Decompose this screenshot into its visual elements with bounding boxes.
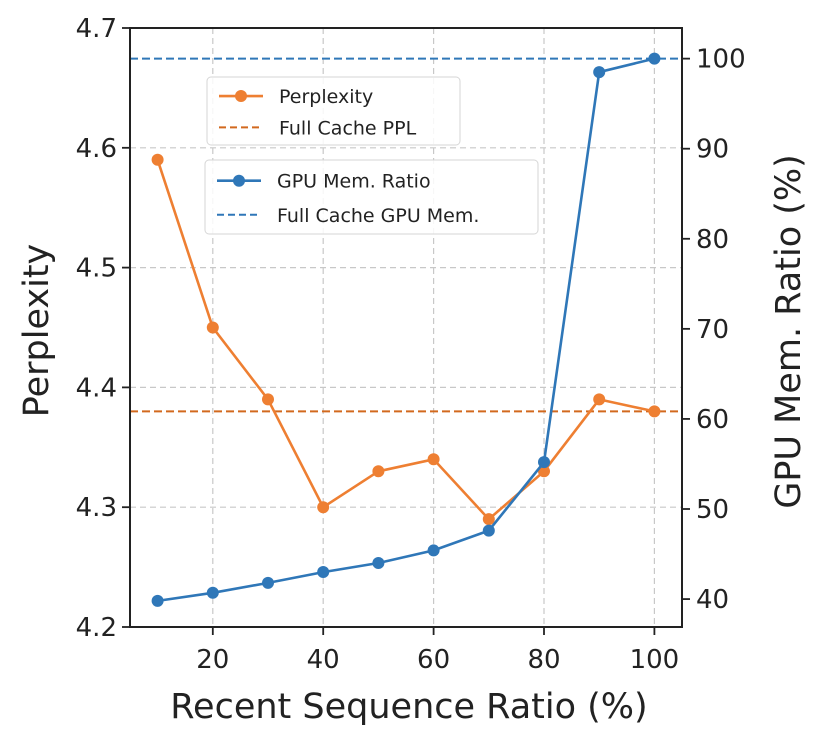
- y-left-tick-label: 4.4: [76, 373, 117, 403]
- gpu-mem-ratio-line: [157, 57, 655, 603]
- y-right-tick-label: 50: [696, 495, 729, 525]
- legend-label: Full Cache GPU Mem.: [277, 205, 479, 227]
- y-right-tick-label: 80: [696, 225, 729, 255]
- gpu-mem-ratio-point: [538, 456, 550, 469]
- gpu-mem-ratio-point: [482, 524, 495, 537]
- y-right-tick-label: 90: [696, 135, 729, 165]
- y-left-tick-label: 4.7: [76, 14, 117, 44]
- legend-gpu-memory: GPU Mem. Ratio Full Cache GPU Mem.: [204, 159, 539, 235]
- legend-box: [206, 76, 461, 146]
- legend-gpu-ratio-marker-icon: [233, 174, 245, 187]
- gpu-mem-ratio-point: [648, 52, 661, 65]
- perplexity-point: [151, 153, 164, 166]
- plot-frame: [129, 27, 683, 628]
- legend-box: [204, 159, 539, 235]
- legend-perplexity-marker-icon: [235, 90, 247, 103]
- y-left-tick-label: 4.5: [76, 254, 117, 284]
- perplexity-point: [427, 453, 440, 466]
- perplexity-point: [482, 513, 495, 526]
- gpu-mem-ratio-point: [593, 66, 606, 79]
- right-y-axis-label: GPU Mem. Ratio (%): [769, 154, 809, 509]
- x-tick-label: 80: [527, 645, 560, 675]
- legend-perplexity: Perplexity Full Cache PPL: [206, 76, 461, 146]
- legend-label: Full Cache PPL: [279, 117, 417, 139]
- perplexity-point: [538, 465, 550, 478]
- x-tick-label: 60: [417, 645, 450, 675]
- perplexity-point: [648, 405, 661, 418]
- y-right-tick-label: 100: [696, 45, 746, 75]
- y-right-tick-label: 60: [696, 405, 729, 435]
- perplexity-point: [317, 501, 330, 514]
- legend-label: GPU Mem. Ratio: [277, 171, 431, 193]
- perplexity-point: [206, 321, 219, 334]
- gpu-mem-ratio-point: [262, 576, 274, 589]
- left-y-axis-label: Perplexity: [17, 244, 57, 418]
- perplexity-line: [156, 159, 655, 522]
- perplexity-point: [262, 393, 274, 406]
- gpu-mem-ratio-point: [206, 586, 219, 599]
- x-tick-label: 40: [307, 645, 340, 675]
- gpu-mem-ratio-point: [427, 544, 440, 557]
- series: [151, 52, 661, 607]
- gpu-mem-ratio-point: [151, 594, 164, 607]
- y-right-tick-label: 40: [696, 585, 729, 615]
- y-left-tick-label: 4.6: [76, 134, 117, 164]
- y-left-tick-label: 4.2: [76, 613, 117, 643]
- x-tick-label: 100: [630, 645, 680, 675]
- gpu-mem-ratio-point: [372, 557, 385, 570]
- y-right-tick-label: 70: [696, 315, 729, 345]
- gpu-mem-ratio-point: [317, 566, 330, 579]
- x-tick-label: 20: [196, 645, 229, 675]
- ticks: [122, 27, 690, 635]
- y-left-tick-label: 4.3: [76, 493, 117, 523]
- legend-label: Perplexity: [279, 86, 373, 108]
- perplexity-point: [593, 393, 606, 406]
- tick-labels: 20 40 60 80 100 4.2 4.3 4.4 4.5 4.6 4.7 40 50 60 70 80 9…: [76, 14, 746, 675]
- x-axis-label: Recent Sequence Ratio (%): [170, 687, 647, 727]
- perplexity-point: [372, 465, 385, 478]
